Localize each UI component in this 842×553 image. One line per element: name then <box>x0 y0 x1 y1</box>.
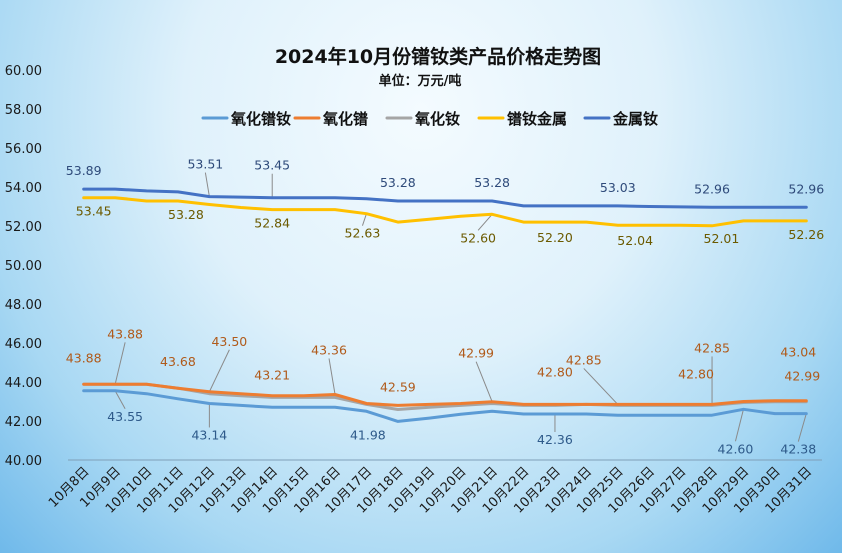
data-label: 43.21 <box>254 368 290 383</box>
data-label: 42.38 <box>780 442 816 457</box>
data-label: 42.80 <box>678 366 714 381</box>
y-tick-label: 40.00 <box>5 454 42 469</box>
data-label: 43.04 <box>780 345 816 360</box>
data-label: 42.60 <box>718 441 754 456</box>
series-lines <box>82 187 808 423</box>
data-label: 53.45 <box>254 158 290 173</box>
y-tick-label: 54.00 <box>5 181 42 196</box>
data-label: 52.60 <box>460 230 496 245</box>
data-label: 42.99 <box>458 346 494 361</box>
series-line <box>82 389 808 423</box>
chart-subtitle: 单位：万元/吨 <box>379 73 462 89</box>
legend-label: 氧化钕 <box>414 110 460 128</box>
data-label-leader-lines <box>114 172 807 442</box>
data-label-leader <box>361 213 367 226</box>
y-tick-label: 52.00 <box>5 220 42 235</box>
data-label: 53.45 <box>76 204 112 219</box>
data-label: 42.80 <box>537 364 573 379</box>
data-label-leader <box>583 368 619 405</box>
data-label: 53.89 <box>66 163 102 178</box>
data-label: 52.96 <box>788 181 824 196</box>
data-label: 42.85 <box>566 352 602 367</box>
data-label-leader <box>328 358 336 395</box>
legend-item: 镨钕金属 <box>477 110 567 128</box>
legend-label: 氧化镨 <box>322 110 368 128</box>
data-label: 52.84 <box>254 216 290 231</box>
data-label-leader <box>208 349 230 392</box>
data-label: 43.88 <box>66 350 102 365</box>
x-axis: 10月8日10月9日10月10日10月11日10月12日10月13日10月14日… <box>46 459 822 517</box>
series-line <box>82 196 808 228</box>
data-label: 42.99 <box>784 369 820 384</box>
data-label: 43.68 <box>160 354 196 369</box>
legend-item: 金属钕 <box>583 110 658 128</box>
data-label: 52.04 <box>617 233 653 248</box>
data-label: 53.03 <box>600 180 636 195</box>
data-label: 53.28 <box>474 175 510 190</box>
data-label: 43.14 <box>191 427 227 442</box>
data-label: 43.55 <box>107 409 143 424</box>
data-label: 52.63 <box>345 226 381 241</box>
data-label-leader <box>734 409 744 442</box>
series-line <box>82 187 808 209</box>
data-label-leader <box>477 213 493 231</box>
data-label: 43.88 <box>107 326 143 341</box>
data-label: 42.85 <box>694 340 730 355</box>
legend-label: 氧化镨钕 <box>230 110 291 128</box>
data-label-leader <box>114 342 126 385</box>
data-label: 41.98 <box>350 427 386 442</box>
y-tick-label: 42.00 <box>5 415 42 430</box>
y-tick-label: 56.00 <box>5 142 42 157</box>
data-label: 52.96 <box>694 181 730 196</box>
data-label: 52.26 <box>788 227 824 242</box>
data-label-leader <box>797 413 807 442</box>
y-tick-label: 60.00 <box>5 64 42 79</box>
data-label-leader <box>475 361 493 402</box>
data-label-leader <box>204 172 210 197</box>
legend-label: 镨钕金属 <box>507 110 567 128</box>
y-tick-label: 46.00 <box>5 337 42 352</box>
data-label: 42.59 <box>380 379 416 394</box>
data-label: 52.01 <box>704 231 740 246</box>
y-tick-label: 50.00 <box>5 259 42 274</box>
data-label-leader <box>114 390 126 410</box>
data-label: 43.36 <box>311 342 347 357</box>
legend-item: 氧化镨钕 <box>201 110 291 128</box>
y-tick-label: 58.00 <box>5 103 42 118</box>
chart-title: 2024年10月份镨钕类产品价格走势图 <box>275 45 601 68</box>
legend-item: 氧化钕 <box>385 110 460 128</box>
data-label: 52.20 <box>537 230 573 245</box>
y-tick-label: 44.00 <box>5 376 42 391</box>
data-label: 43.50 <box>211 334 247 349</box>
series-line <box>82 382 808 407</box>
data-label: 53.28 <box>380 175 416 190</box>
data-label: 42.36 <box>537 432 573 447</box>
data-label: 53.28 <box>168 207 204 222</box>
chart-legend: 氧化镨钕 氧化镨 氧化钕 镨钕金属 金属钕 <box>201 110 658 128</box>
legend-item: 氧化镨 <box>293 110 368 128</box>
data-label: 53.51 <box>187 157 223 172</box>
y-tick-label: 48.00 <box>5 298 42 313</box>
legend-label: 金属钕 <box>612 110 658 128</box>
y-axis: 40.00 42.00 44.00 46.00 48.00 50.00 52.00 54.00… <box>5 64 42 469</box>
data-labels: 53.89 53.51 53.45 53.28 53.28 53.03 52.96 52.96… <box>66 157 824 457</box>
